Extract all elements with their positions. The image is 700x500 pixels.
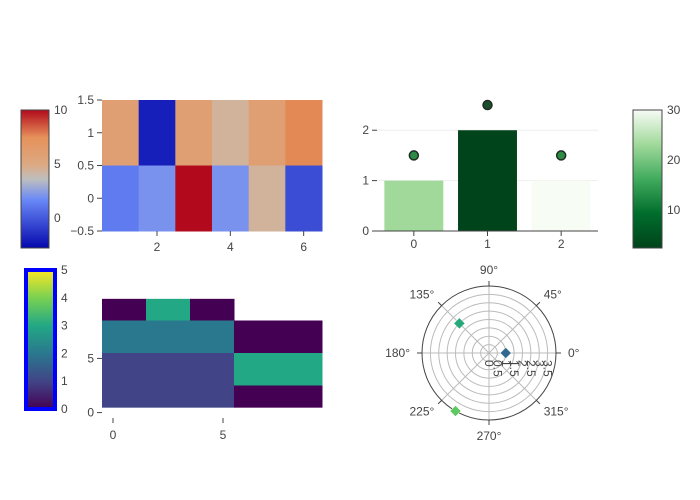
- radial-gridline: [438, 302, 540, 404]
- bar: [531, 180, 591, 231]
- heatmap-cell: [285, 165, 323, 232]
- angular-tick: [536, 301, 541, 306]
- radial-tick-label: 0.5: [490, 360, 504, 377]
- heatmap-cell: [234, 320, 323, 354]
- y-tick-label: 0: [362, 224, 369, 238]
- heatmap-cell: [102, 165, 140, 232]
- angle-tick-label: 45°: [544, 287, 562, 301]
- colorbar-tick-label: 4: [61, 291, 68, 305]
- colorbar-greens: [632, 109, 663, 249]
- x-tick-label: 6: [300, 240, 307, 254]
- heatmap-top-left: 2 4 6 1.5 1 0.5 0 −0.5: [70, 93, 323, 254]
- colorbar-tick-label: 2: [61, 346, 68, 360]
- heatmap-cell: [285, 100, 323, 166]
- heatmap-cell: [102, 385, 235, 408]
- radial-tick-label: 3.5: [541, 360, 555, 377]
- y-tick-label: 2: [362, 123, 369, 137]
- x-tick-label: 0: [110, 428, 117, 442]
- y-tick-label: 1: [362, 174, 369, 188]
- colorbar-tick-label: 1: [61, 374, 68, 388]
- heatmap-cell: [138, 100, 176, 166]
- x-tick-label: 1: [484, 237, 491, 251]
- y-tick-label: 1.5: [77, 93, 94, 107]
- polar-chart-bottom-right: 0° 45° 90° 135° 180° 225° 270° 315° 00.511.522.5…: [385, 263, 580, 443]
- colorbar-tick-label: 20: [667, 153, 681, 167]
- heatmap-cell: [175, 100, 213, 166]
- colorbar-tick-label: 30: [667, 103, 681, 117]
- angular-tick: [437, 400, 442, 405]
- angular-tick: [437, 301, 442, 306]
- data-point: [449, 405, 462, 417]
- heatmap-cell: [234, 353, 323, 386]
- heatmap-cell: [190, 298, 235, 321]
- radial-tick-label: 2.5: [524, 360, 538, 377]
- data-point: [499, 347, 512, 359]
- colorbar-tick-label: 10: [54, 103, 68, 117]
- heatmap-cell: [212, 100, 250, 166]
- heatmap-cell: [138, 165, 176, 232]
- y-tick-label: 0: [87, 191, 94, 205]
- angle-tick-label: 315°: [544, 405, 569, 419]
- heatmap-cell: [175, 165, 213, 232]
- angle-tick-label: 225°: [409, 405, 434, 419]
- colorbar-rdbu: [20, 109, 50, 249]
- bar: [384, 180, 444, 231]
- angle-tick-label: 90°: [480, 263, 498, 277]
- colorbar-tick-label: 5: [54, 157, 61, 171]
- heatmap-cell: [102, 353, 235, 386]
- radial-gridline: [446, 310, 532, 396]
- heatmap-cell: [102, 298, 147, 321]
- x-tick-label: 4: [227, 240, 234, 254]
- colorbar-tick-label: 10: [667, 203, 681, 217]
- colorbar-viridis: [24, 268, 57, 411]
- colorbar-tick-label: 5: [61, 263, 68, 277]
- heatmap-cell: [146, 298, 191, 321]
- heatmap-cell: [248, 100, 286, 166]
- bar: [458, 130, 517, 231]
- x-tick-label: 0: [410, 237, 417, 251]
- radial-gridline: [463, 327, 515, 379]
- angle-tick-label: 180°: [385, 346, 410, 360]
- radial-gridline: [480, 344, 498, 362]
- colorbar-tick-label: 0: [54, 211, 61, 225]
- heatmap-cell: [102, 320, 235, 354]
- x-tick-label: 2: [558, 237, 565, 251]
- angular-tick: [536, 400, 541, 405]
- data-point: [453, 317, 466, 330]
- marker-point: [482, 99, 493, 111]
- x-tick-label: 2: [154, 240, 161, 254]
- radial-tick-label: 0: [482, 360, 496, 367]
- heatmap-cell: [234, 385, 323, 408]
- radial-gridline: [455, 319, 523, 387]
- radial-tick-label: 2: [516, 360, 530, 367]
- radial-tick-label: 3: [532, 360, 546, 367]
- bar-chart-top-right: 0 1 2 2 1 0: [362, 99, 598, 251]
- angle-tick-label: 270°: [477, 429, 502, 443]
- radial-tick-label: 1.5: [507, 360, 521, 377]
- heatmap-bottom-left: 0 5 5 0: [87, 298, 323, 442]
- radial-gridline: [429, 293, 549, 413]
- y-tick-label: 0: [87, 406, 94, 420]
- colorbar-tick-label: 3: [61, 319, 68, 333]
- y-tick-label: −0.5: [70, 224, 94, 238]
- marker-point: [408, 150, 420, 161]
- y-tick-label: 0.5: [77, 159, 94, 173]
- y-tick-label: 5: [87, 351, 94, 365]
- heatmap-cell: [102, 100, 140, 166]
- colorbar-tick-label: 0: [61, 402, 68, 416]
- y-tick-label: 1: [87, 126, 94, 140]
- radial-tick-label: 1: [499, 360, 513, 367]
- marker-point: [555, 150, 567, 161]
- angle-tick-label: 135°: [409, 287, 434, 301]
- angle-tick-label: 0°: [568, 346, 580, 360]
- heatmap-cell: [212, 165, 250, 232]
- heatmap-cell: [248, 165, 286, 232]
- x-tick-label: 5: [220, 428, 227, 442]
